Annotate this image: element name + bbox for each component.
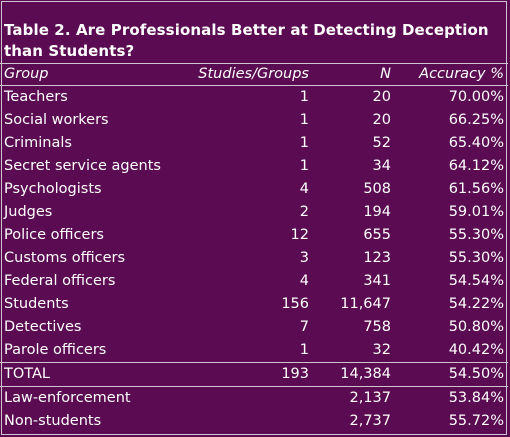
header-row: Group Studies/Groups N Accuracy % <box>0 63 508 86</box>
group-cell: Students <box>4 296 69 312</box>
n-cell: 508 <box>363 181 391 197</box>
accuracy-cell: 54.22% <box>448 296 504 312</box>
column-header-n: N <box>313 63 397 86</box>
accuracy-cell: 70.00% <box>448 89 504 105</box>
table-row: Police officers 12 655 55.30% <box>0 224 508 247</box>
studies-cell: 4 <box>299 181 309 197</box>
studies-cell <box>179 387 313 411</box>
n-cell: 758 <box>363 319 391 335</box>
studies-cell <box>179 410 313 433</box>
accuracy-cell: 66.25% <box>448 112 504 128</box>
summary-row: Law-enforcement 2,137 53.84% <box>0 387 508 411</box>
accuracy-cell: 55.72% <box>448 413 504 429</box>
accuracy-cell: 55.30% <box>448 227 504 243</box>
group-cell: Law-enforcement <box>4 390 131 406</box>
accuracy-cell: 65.40% <box>448 135 504 151</box>
n-cell: 34 <box>372 158 391 174</box>
table-row: Students 156 11,647 54.22% <box>0 293 508 316</box>
table-row: Psychologists 4 508 61.56% <box>0 178 508 201</box>
table-row: Customs officers 3 123 55.30% <box>0 247 508 270</box>
studies-cell: 1 <box>299 89 309 105</box>
accuracy-cell: 55.30% <box>448 250 504 266</box>
column-header-studies: Studies/Groups <box>179 63 313 86</box>
group-cell: Secret service agents <box>4 158 161 174</box>
table-row: Secret service agents 1 34 64.12% <box>0 155 508 178</box>
n-cell: 341 <box>363 273 391 289</box>
studies-cell: 12 <box>290 227 309 243</box>
table-title: Table 2. Are Professionals Better at Det… <box>4 21 489 60</box>
table-row: Detectives 7 758 50.80% <box>0 316 508 339</box>
group-cell: Detectives <box>4 319 82 335</box>
total-row: TOTAL 193 14,384 54.50% <box>0 362 508 387</box>
table-row: Judges 2 194 59.01% <box>0 201 508 224</box>
accuracy-cell: 54.50% <box>397 362 508 387</box>
table-row: Teachers 1 20 70.00% <box>0 86 508 110</box>
accuracy-cell: 64.12% <box>448 158 504 174</box>
accuracy-cell: 61.56% <box>448 181 504 197</box>
group-cell: Teachers <box>4 89 68 105</box>
n-cell: 14,384 <box>313 362 397 387</box>
n-cell: 2,137 <box>349 390 391 406</box>
studies-cell: 1 <box>299 135 309 151</box>
group-cell: Police officers <box>4 227 104 243</box>
table-row: Parole officers 1 32 40.42% <box>0 339 508 363</box>
n-cell: 11,647 <box>340 296 391 312</box>
n-cell: 655 <box>363 227 391 243</box>
n-cell: 123 <box>363 250 391 266</box>
accuracy-cell: 50.80% <box>448 319 504 335</box>
group-cell: Criminals <box>4 135 72 151</box>
group-cell: Parole officers <box>4 342 107 358</box>
studies-cell: 4 <box>299 273 309 289</box>
studies-cell: 7 <box>299 319 309 335</box>
group-cell: Customs officers <box>4 250 126 266</box>
studies-cell: 1 <box>299 342 309 358</box>
studies-cell: 3 <box>299 250 309 266</box>
studies-cell: 1 <box>299 158 309 174</box>
group-cell: Non-students <box>4 413 102 429</box>
studies-cell: 193 <box>179 362 313 387</box>
n-cell: 20 <box>372 112 391 128</box>
accuracy-cell: 53.84% <box>448 390 504 406</box>
n-cell: 194 <box>363 204 391 220</box>
group-cell: Psychologists <box>4 181 102 197</box>
n-cell: 20 <box>372 89 391 105</box>
n-cell: 52 <box>372 135 391 151</box>
studies-cell: 2 <box>299 204 309 220</box>
accuracy-cell: 59.01% <box>448 204 504 220</box>
table-row: Federal officers 4 341 54.54% <box>0 270 508 293</box>
group-cell: TOTAL <box>0 362 179 387</box>
n-cell: 32 <box>372 342 391 358</box>
column-header-group: Group <box>0 63 179 86</box>
summary-row: Non-students 2,737 55.72% <box>0 410 508 433</box>
n-cell: 2,737 <box>349 413 391 429</box>
accuracy-cell: 54.54% <box>448 273 504 289</box>
deception-accuracy-table: Group Studies/Groups N Accuracy % Teache… <box>0 63 508 433</box>
column-header-accuracy: Accuracy % <box>397 63 508 86</box>
accuracy-cell: 40.42% <box>448 342 504 358</box>
table-row: Social workers 1 20 66.25% <box>0 109 508 132</box>
studies-cell: 1 <box>299 112 309 128</box>
group-cell: Social workers <box>4 112 109 128</box>
group-cell: Federal officers <box>4 273 116 289</box>
group-cell: Judges <box>4 204 53 220</box>
table-row: Criminals 1 52 65.40% <box>0 132 508 155</box>
studies-cell: 156 <box>281 296 309 312</box>
